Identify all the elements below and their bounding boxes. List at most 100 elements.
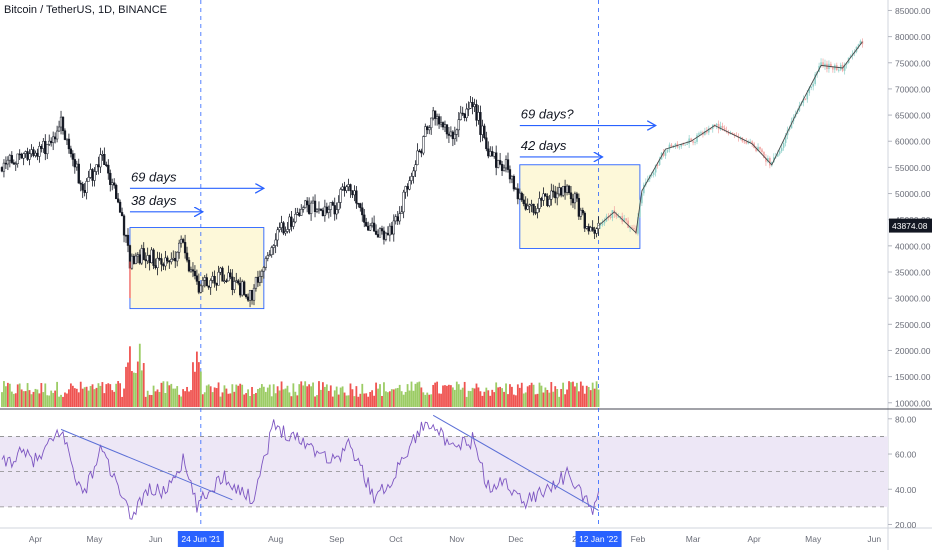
volume-bar [85,386,88,407]
candle-body [451,131,455,140]
projected-candle-body [745,141,748,144]
candle-body [73,159,76,168]
volume-bar [79,381,82,407]
volume-bar [487,390,490,407]
candle-body [597,222,600,229]
projected-candle-body [743,141,746,143]
volume-bar [438,393,440,407]
projected-candle-body [684,144,686,146]
volume-bar [229,393,232,407]
candle-body [475,104,478,121]
volume-bar [44,383,47,407]
candle-body [406,186,409,190]
volume-bar [18,383,21,407]
candle-body [99,154,102,168]
candle-body [300,209,303,216]
volume-bar [87,390,90,407]
candle-body [573,193,577,204]
candle-body [459,112,462,120]
candle-body [160,258,163,265]
volume-bar [300,381,303,407]
volume-bar [239,383,242,407]
projected-candle-body [822,62,824,66]
volume-bar [345,395,348,407]
volume-bar [524,392,527,407]
candle-body [75,163,78,168]
candle-body [211,275,214,281]
volume-bar [446,385,448,407]
volume-bar [207,384,210,407]
candle-body [10,155,13,163]
projected-candle-body [802,99,805,103]
candle-body [481,125,484,135]
candle-body [376,234,380,238]
candle-body [498,160,502,165]
volume-bar [554,386,557,407]
volume-bar [132,372,135,407]
price-tick-label: 85000.00 [895,6,931,16]
volume-bar [558,396,561,407]
candle-body [280,222,283,228]
projected-candle-body [704,131,706,135]
volume-bar [89,386,92,407]
candle-body [369,225,372,231]
candle-body [402,191,405,213]
candle-body [317,208,321,211]
volume-bar [286,385,289,407]
projected-candle-body [643,184,645,194]
volume-bar [489,395,492,407]
volume-bar [394,388,397,407]
candle-body [540,198,543,201]
candle-body [246,296,250,301]
candle-body [77,163,80,184]
candle-body [595,228,598,234]
candle-body [337,202,340,210]
volume-bar [333,390,336,407]
candle-body [418,150,421,153]
volume-bar [152,385,155,407]
candle-body [201,280,204,287]
projected-candle-body [790,121,793,129]
candle-body [292,221,295,227]
candle-body [233,281,236,290]
candle-body [120,212,124,217]
candle-body [471,102,474,107]
volume-bar [579,381,582,407]
candle-body [142,248,145,260]
volume-bar [176,386,179,407]
volume-bar [424,394,427,407]
candle-body [453,134,456,140]
projected-candle-body [637,217,639,234]
candle-body [307,204,311,214]
candle-body [396,216,399,222]
volume-bar [77,392,80,407]
volume-bar [30,394,33,407]
volume-bar [453,389,456,407]
volume-bar [316,395,318,407]
volume-bar [36,389,39,407]
volume-bar [158,391,161,407]
candle-body [63,130,67,140]
volume-bar [274,393,277,407]
candle-body [46,144,49,155]
projected-candle-body [731,132,734,134]
candle-body [351,190,354,196]
candle-body [430,117,433,128]
volume-bar [572,381,574,407]
volume-bar [60,394,62,407]
candle-body [286,229,289,232]
projected-candle-body [824,63,826,66]
candle-body [258,276,262,283]
volume-bar [325,384,328,407]
volume-bar [544,387,547,407]
candle-body [357,202,360,205]
volume-bar [272,384,275,407]
candle-body [420,150,423,154]
volume-bar [540,385,543,407]
candle-body [69,148,73,154]
volume-bar [233,391,236,407]
candle-body [428,127,431,131]
projected-candle-body [845,62,848,65]
